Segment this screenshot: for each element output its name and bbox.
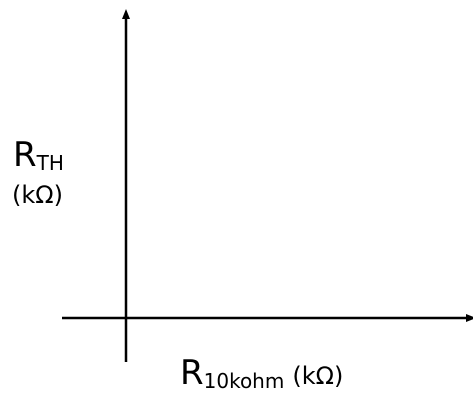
y-axis-label: RTH <box>13 135 64 175</box>
y-axis-unit: (kΩ) <box>12 181 63 209</box>
x-axis-label: R10kohm (kΩ) <box>180 353 344 393</box>
